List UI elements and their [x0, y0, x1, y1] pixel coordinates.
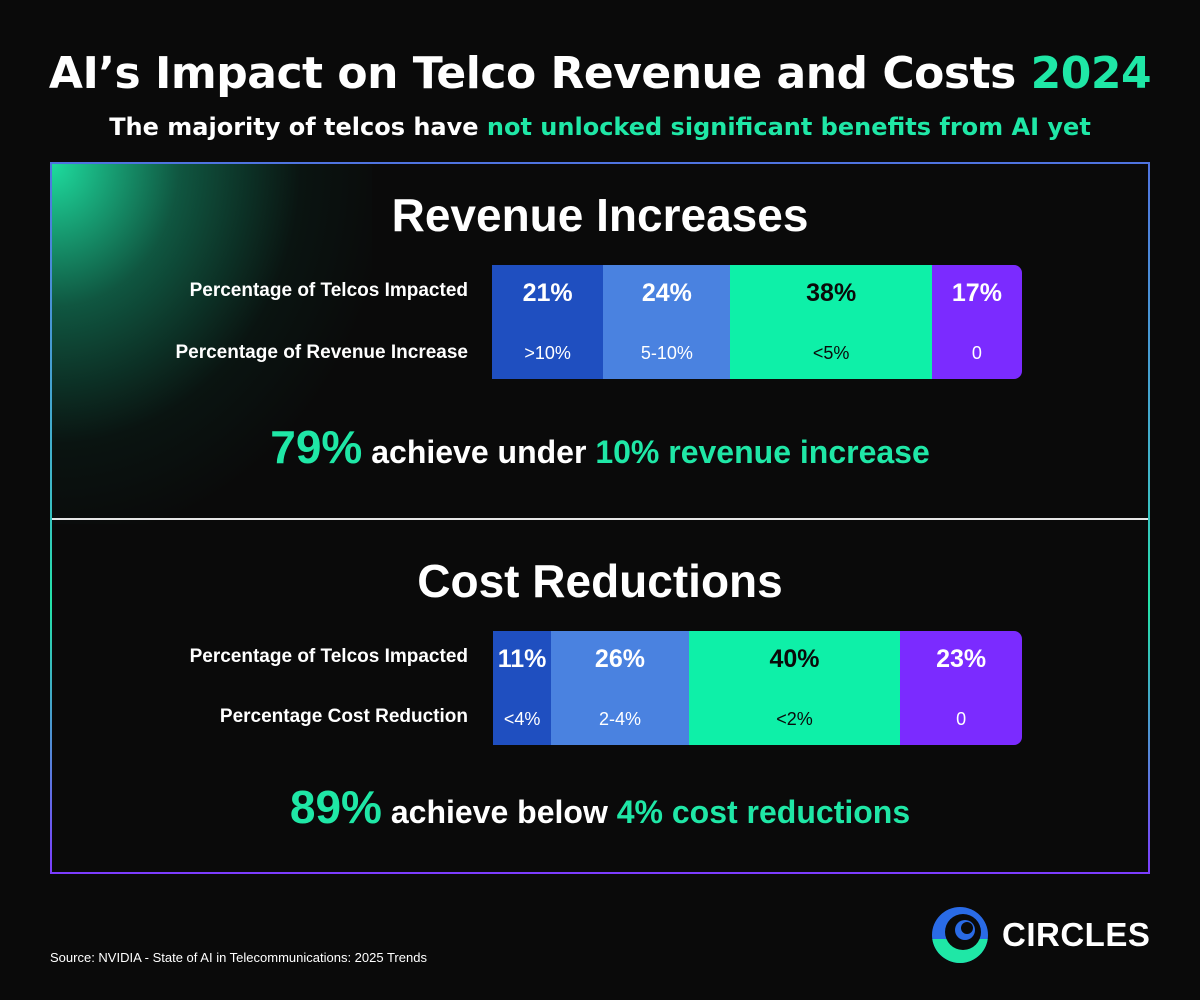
- revenue-row2-label: Percentage of Revenue Increase: [175, 342, 468, 363]
- source-note: Source: NVIDIA - State of AI in Telecomm…: [50, 950, 427, 965]
- costs-summary-highlight: 4% cost reductions: [616, 794, 911, 830]
- revenue-summary-mid: achieve under: [362, 434, 596, 470]
- bar-segment: 11% <4%: [493, 631, 552, 745]
- revenue-summary-big: 79%: [270, 421, 363, 473]
- segment-category-label: 0: [956, 709, 967, 729]
- costs-section-title: Cost Reductions: [417, 555, 783, 607]
- title-year: 2024: [1030, 48, 1152, 99]
- revenue-stacked-bar: 21% >10% 24% 5-10% 38% <5% 17% 0: [492, 265, 1022, 379]
- segment-value-label: 40%: [769, 645, 820, 673]
- segment-value-label: 17%: [951, 279, 1002, 307]
- segment-category-label: 2-4%: [598, 709, 641, 729]
- segment-category-label: <4%: [503, 709, 541, 729]
- segment-category-label: <5%: [812, 343, 850, 363]
- revenue-summary-highlight: 10% revenue increase: [595, 434, 930, 470]
- circles-logo-icon: [932, 907, 988, 963]
- bar-segment: 26% 2-4%: [551, 631, 689, 745]
- costs-row2-label: Percentage Cost Reduction: [219, 706, 468, 727]
- bar-segment: 24% 5-10%: [603, 265, 731, 379]
- chart-panel: Revenue Increases Percentage of Telcos I…: [50, 162, 1150, 874]
- segment-category-label: <2%: [776, 709, 813, 729]
- bar-segment: 38% <5%: [730, 265, 932, 379]
- bar-segment: 21% >10%: [492, 265, 604, 379]
- section-divider: [52, 518, 1148, 520]
- page-subtitle: The majority of telcos have not unlocked…: [0, 113, 1200, 141]
- subtitle-highlight: not unlocked significant benefits from A…: [486, 113, 1091, 141]
- revenue-summary: 79% achieve under 10% revenue increase: [52, 420, 1148, 474]
- segment-category-label: 5-10%: [640, 343, 693, 363]
- segment-value-label: 24%: [641, 279, 692, 307]
- segment-value-label: 26%: [594, 645, 645, 673]
- costs-stacked-bar: 11% <4% 26% 2-4% 40% <2% 23% 0: [493, 631, 1022, 745]
- circles-logo: CIRCLES: [930, 905, 1150, 965]
- title-main: AI’s Impact on Telco Revenue and Costs: [48, 48, 1031, 99]
- segment-value-label: 21%: [522, 279, 573, 307]
- bar-segment: 23% 0: [900, 631, 1022, 745]
- revenue-section-title: Revenue Increases: [391, 189, 809, 241]
- costs-row1-label: Percentage of Telcos Impacted: [189, 646, 468, 667]
- costs-summary: 89% achieve below 4% cost reductions: [52, 780, 1148, 834]
- segment-category-label: 0: [971, 343, 982, 363]
- revenue-row1-label: Percentage of Telcos Impacted: [189, 280, 468, 301]
- subtitle-plain: The majority of telcos have: [109, 113, 487, 141]
- segment-value-label: 38%: [806, 279, 857, 307]
- segment-value-label: 23%: [936, 645, 987, 673]
- corner-glow: [52, 164, 372, 524]
- bar-segment: 17% 0: [931, 265, 1022, 379]
- logo-text: CIRCLES: [1002, 916, 1151, 953]
- costs-summary-big: 89%: [289, 781, 382, 833]
- page-title: AI’s Impact on Telco Revenue and Costs 2…: [0, 48, 1200, 99]
- bar-segment: 40% <2%: [688, 631, 901, 745]
- costs-summary-mid: achieve below: [381, 794, 617, 830]
- segment-value-label: 11%: [497, 645, 547, 673]
- segment-category-label: >10%: [524, 343, 571, 363]
